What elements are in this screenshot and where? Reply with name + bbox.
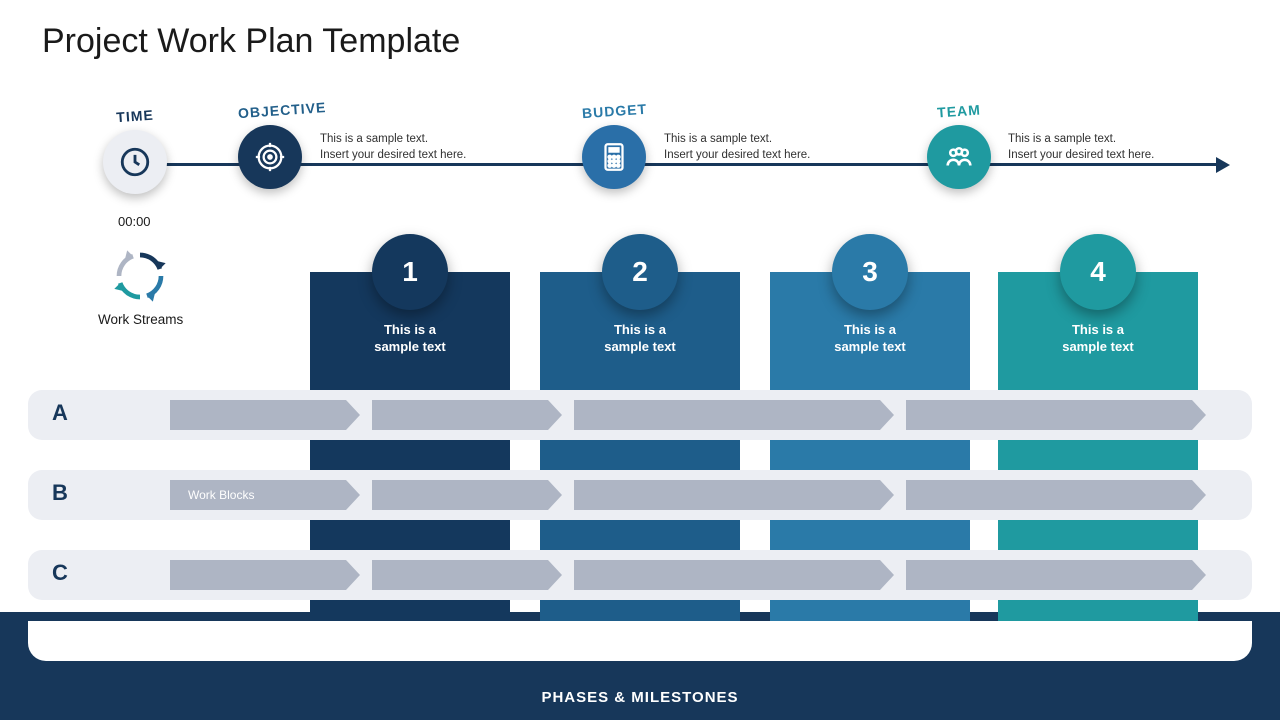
phase-desc: This is asample text <box>770 322 970 356</box>
phase-number: 1 <box>372 234 448 310</box>
timeline-arrowhead <box>1216 157 1230 173</box>
team-icon <box>927 125 991 189</box>
work-block <box>170 560 360 590</box>
phase-number: 4 <box>1060 234 1136 310</box>
work-block <box>574 560 894 590</box>
work-block <box>906 480 1206 510</box>
page-title: Project Work Plan Template <box>42 22 460 61</box>
milestone-team-label: TEAM <box>927 101 992 121</box>
calculator-icon <box>582 125 646 189</box>
work-block <box>372 400 562 430</box>
footer-label: PHASES & MILESTONES <box>0 689 1280 706</box>
desc-line: Insert your desired text here. <box>1008 149 1154 161</box>
milestone-time: TIME <box>103 108 167 194</box>
timeline-line <box>160 163 1220 166</box>
phase-number: 3 <box>832 234 908 310</box>
phase-desc: This is asample text <box>998 322 1198 356</box>
work-block <box>574 480 894 510</box>
stream-a-blocks <box>170 400 1206 430</box>
desc-line: This is a sample text. <box>320 133 428 145</box>
milestone-team: TEAM <box>927 103 991 189</box>
content-card-bottom <box>28 621 1252 661</box>
work-block: Work Blocks <box>170 480 360 510</box>
milestone-objective-label: OBJECTIVE <box>238 101 303 121</box>
milestone-objective-desc: This is a sample text. Insert your desir… <box>320 132 520 163</box>
milestone-budget-desc: This is a sample text. Insert your desir… <box>664 132 864 163</box>
workstreams-label: Work Streams <box>98 312 183 327</box>
desc-line: Insert your desired text here. <box>320 149 466 161</box>
phase-desc: This is asample text <box>540 322 740 356</box>
desc-line: Insert your desired text here. <box>664 149 810 161</box>
phase-number: 2 <box>602 234 678 310</box>
work-block <box>574 400 894 430</box>
stream-letter-c: C <box>52 560 68 586</box>
stream-letter-a: A <box>52 400 68 426</box>
cycle-arrows-icon <box>112 248 168 304</box>
time-value: 00:00 <box>118 214 151 229</box>
milestone-budget: BUDGET <box>582 103 646 189</box>
desc-line: This is a sample text. <box>1008 133 1116 145</box>
milestone-budget-label: BUDGET <box>582 101 647 121</box>
stream-b-blocks: Work Blocks <box>170 480 1206 510</box>
work-block <box>906 400 1206 430</box>
target-icon <box>238 125 302 189</box>
work-block <box>372 560 562 590</box>
clock-icon <box>103 130 167 194</box>
phase-desc: This is asample text <box>310 322 510 356</box>
work-block <box>170 400 360 430</box>
milestone-objective: OBJECTIVE <box>238 103 302 189</box>
work-block <box>372 480 562 510</box>
stream-letter-b: B <box>52 480 68 506</box>
milestone-team-desc: This is a sample text. Insert your desir… <box>1008 132 1208 163</box>
milestone-time-label: TIME <box>103 106 168 126</box>
stream-c-blocks <box>170 560 1206 590</box>
work-block <box>906 560 1206 590</box>
desc-line: This is a sample text. <box>664 133 772 145</box>
